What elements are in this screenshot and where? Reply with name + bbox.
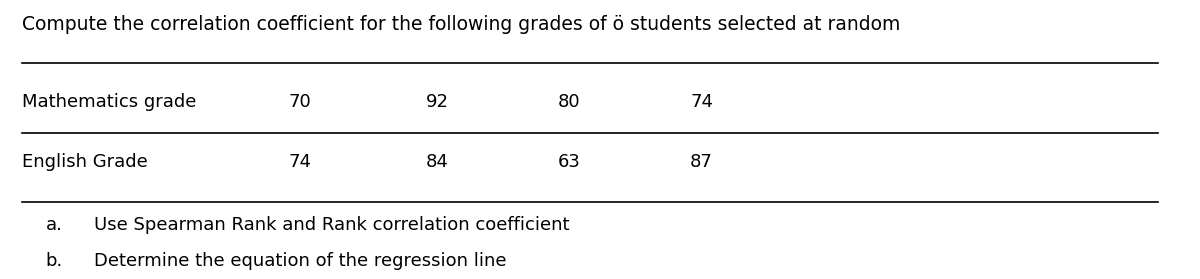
Text: English Grade: English Grade [22, 153, 148, 171]
Text: 74: 74 [690, 93, 713, 111]
Text: Determine the equation of the regression line: Determine the equation of the regression… [94, 252, 506, 270]
Text: 92: 92 [426, 93, 449, 111]
Text: 80: 80 [558, 93, 581, 111]
Text: Mathematics grade: Mathematics grade [22, 93, 196, 111]
Text: 84: 84 [426, 153, 449, 171]
Text: 74: 74 [288, 153, 311, 171]
Text: Compute the correlation coefficient for the following grades of ӧ students selec: Compute the correlation coefficient for … [22, 15, 900, 34]
Text: 70: 70 [288, 93, 311, 111]
Text: 87: 87 [690, 153, 713, 171]
Text: b.: b. [46, 252, 62, 270]
Text: a.: a. [46, 216, 62, 234]
Text: 63: 63 [558, 153, 581, 171]
Text: Use Spearman Rank and Rank correlation coefficient: Use Spearman Rank and Rank correlation c… [94, 216, 569, 234]
